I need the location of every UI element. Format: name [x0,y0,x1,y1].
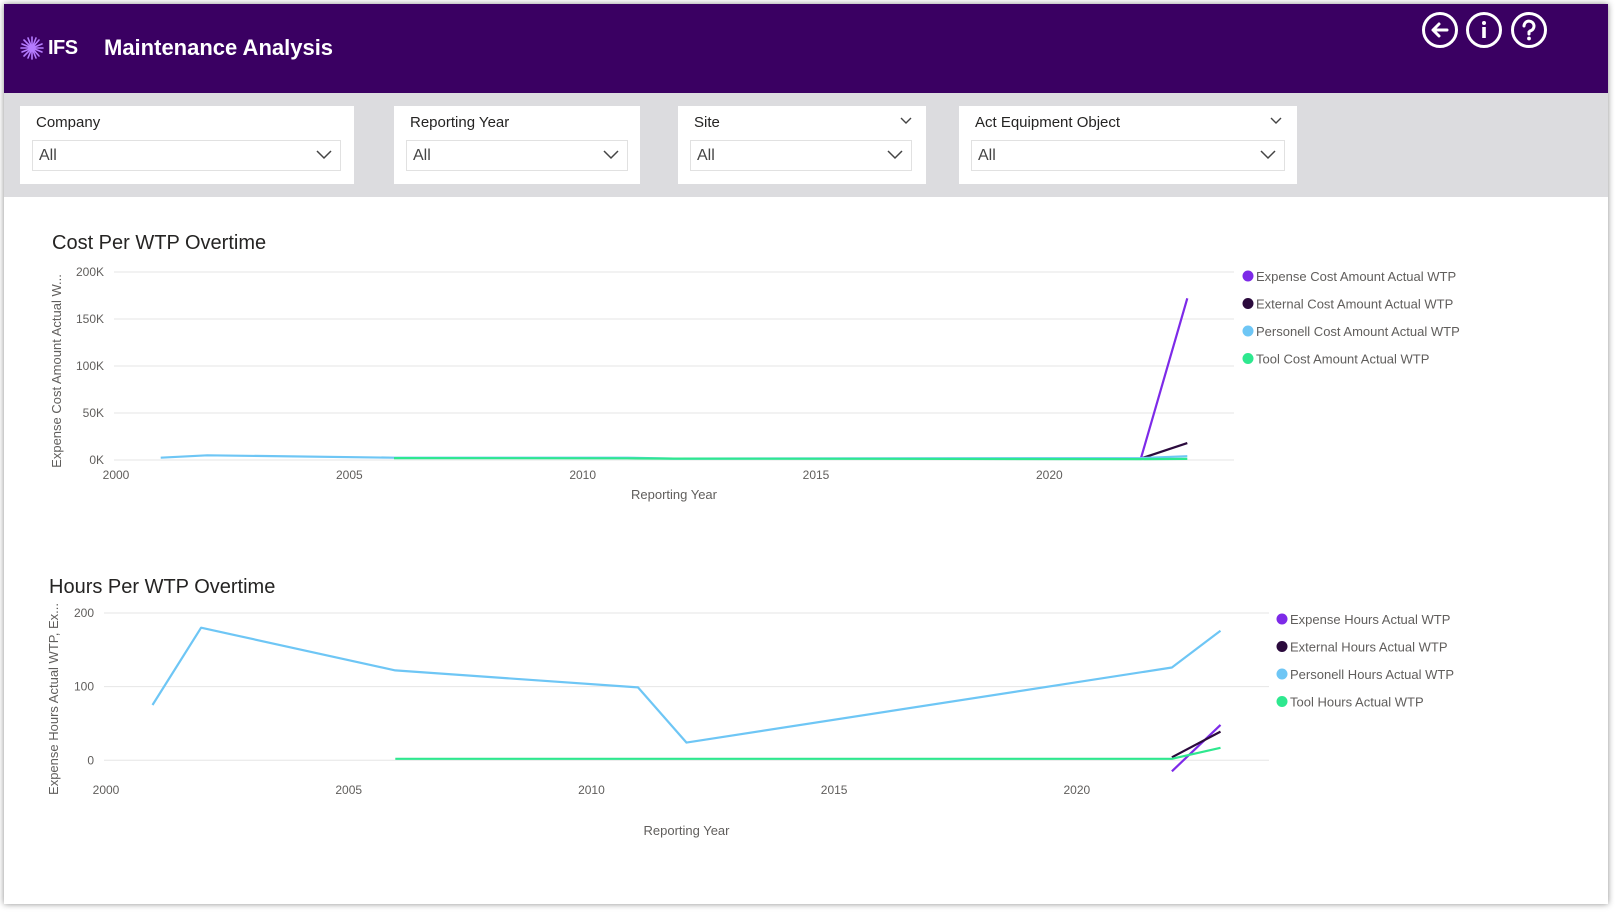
y-tick-label: 200 [74,606,94,620]
chevron-down-icon [316,150,332,160]
expand-chevron-icon[interactable] [1270,117,1282,125]
dropdown-value: All [413,147,431,164]
legend-label: Tool Cost Amount Actual WTP [1256,352,1429,367]
back-icon [1431,22,1449,38]
chevron-down-icon [887,150,903,160]
chart-title: Cost Per WTP Overtime [52,232,266,254]
x-tick-label: 2005 [335,783,362,797]
filter-bar: Company All Reporting Year All Site All … [4,93,1608,197]
series-line [1171,730,1222,759]
dropdown-value: All [697,147,715,164]
legend-label: Expense Hours Actual WTP [1290,612,1450,627]
series-line [1171,724,1222,773]
legend-label: Tool Hours Actual WTP [1290,695,1424,710]
legend-marker [1242,353,1254,364]
x-tick-label: 2015 [821,783,848,797]
page-title: Maintenance Analysis [104,35,334,60]
series-line [1139,297,1189,460]
slicer-reporting-year: Reporting Year All [394,106,640,184]
legend-marker [1276,613,1288,625]
slicer-title: Reporting Year [410,114,510,131]
legend-label: Personell Hours Actual WTP [1290,667,1454,682]
slicer-title: Company [36,114,101,131]
help-button[interactable] [1511,12,1547,48]
x-tick-label: 2020 [1063,783,1090,797]
series-line [395,746,1221,760]
x-tick-label: 2005 [336,468,363,482]
legend-label: External Hours Actual WTP [1290,640,1448,655]
ifs-logo: IFS [20,36,82,64]
report-frame: IFS Maintenance Analysis Company All [4,4,1608,904]
cost-per-wtp-chart: Cost Per WTP Overtime 0K 50K 100K 150K 200K 20… [49,232,1460,502]
y-axis-label: Expense Cost Amount Actual W... [49,274,64,468]
series-line [1140,442,1188,460]
x-tick-label: 2010 [578,783,605,797]
help-icon [1522,19,1536,41]
chevron-down-icon [1260,150,1276,160]
legend-label: Personell Cost Amount Actual WTP [1256,324,1460,339]
slicer-act-equipment-object: Act Equipment Object All [959,106,1297,184]
site-dropdown[interactable]: All [690,140,912,171]
y-tick-label: 200K [76,265,104,279]
legend-marker [1276,668,1288,680]
hours-per-wtp-chart: Hours Per WTP Overtime 0 100 200 2000 2005 201… [46,576,1454,838]
y-tick-label: 150K [76,312,104,326]
back-button[interactable] [1422,12,1458,48]
x-tick-label: 2015 [803,468,830,482]
y-tick-label: 100K [76,359,104,373]
dropdown-value: All [39,147,57,164]
series-line [393,457,1188,461]
logo-text: IFS [48,37,78,59]
act-equipment-object-dropdown[interactable]: All [971,140,1285,171]
legend-marker [1276,696,1288,707]
x-tick-label: 2000 [103,468,130,482]
legend-label: Expense Cost Amount Actual WTP [1256,269,1456,284]
slicer-title: Site [694,114,720,131]
info-button[interactable] [1466,12,1502,48]
header-bar: IFS Maintenance Analysis [4,4,1608,93]
legend-marker [1242,270,1254,282]
x-tick-label: 2000 [93,783,120,797]
y-tick-label: 100 [74,680,94,694]
company-dropdown[interactable]: All [32,140,341,171]
info-icon [1482,21,1486,38]
legend-marker [1242,298,1254,309]
x-tick-label: 2020 [1036,468,1063,482]
reporting-year-dropdown[interactable]: All [406,140,628,171]
ifs-burst-icon [20,36,44,60]
chevron-down-icon [603,150,619,160]
legend-marker [1242,325,1254,337]
slicer-site: Site All [678,106,926,184]
expand-chevron-icon[interactable] [900,117,912,125]
x-axis-label: Reporting Year [631,487,718,502]
y-tick-label: 0K [89,453,104,467]
y-axis-label: Expense Hours Actual WTP, Ex... [46,603,61,795]
x-tick-label: 2010 [569,468,596,482]
legend-marker [1276,641,1288,652]
dropdown-value: All [978,147,996,164]
x-axis-label: Reporting Year [643,823,730,838]
legend-label: External Cost Amount Actual WTP [1256,297,1453,312]
slicer-title: Act Equipment Object [975,114,1121,131]
chart-title: Hours Per WTP Overtime [49,576,275,598]
series-line [151,626,1222,744]
y-tick-label: 50K [83,406,104,420]
y-tick-label: 0 [87,753,94,767]
slicer-company: Company All [20,106,354,184]
